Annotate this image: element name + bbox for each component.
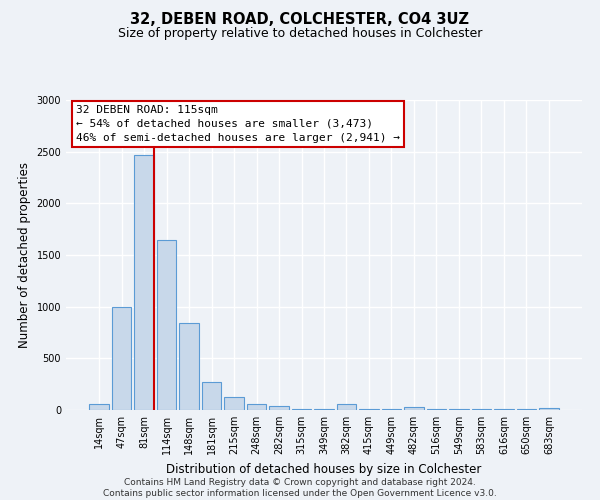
Text: Contains HM Land Registry data © Crown copyright and database right 2024.
Contai: Contains HM Land Registry data © Crown c… [103,478,497,498]
Bar [247,404,266,410]
Bar [112,306,131,410]
X-axis label: Distribution of detached houses by size in Colchester: Distribution of detached houses by size … [166,462,482,475]
Bar [404,408,424,410]
Bar [89,404,109,410]
Text: 32, DEBEN ROAD, COLCHESTER, CO4 3UZ: 32, DEBEN ROAD, COLCHESTER, CO4 3UZ [131,12,470,28]
Text: Size of property relative to detached houses in Colchester: Size of property relative to detached ho… [118,28,482,40]
Bar [224,396,244,410]
Bar [269,406,289,410]
Bar [157,240,176,410]
Bar [337,404,356,410]
Bar [202,382,221,410]
Bar [539,408,559,410]
Bar [179,323,199,410]
Text: 32 DEBEN ROAD: 115sqm
← 54% of detached houses are smaller (3,473)
46% of semi-d: 32 DEBEN ROAD: 115sqm ← 54% of detached … [76,104,400,142]
Bar [134,155,154,410]
Y-axis label: Number of detached properties: Number of detached properties [18,162,31,348]
